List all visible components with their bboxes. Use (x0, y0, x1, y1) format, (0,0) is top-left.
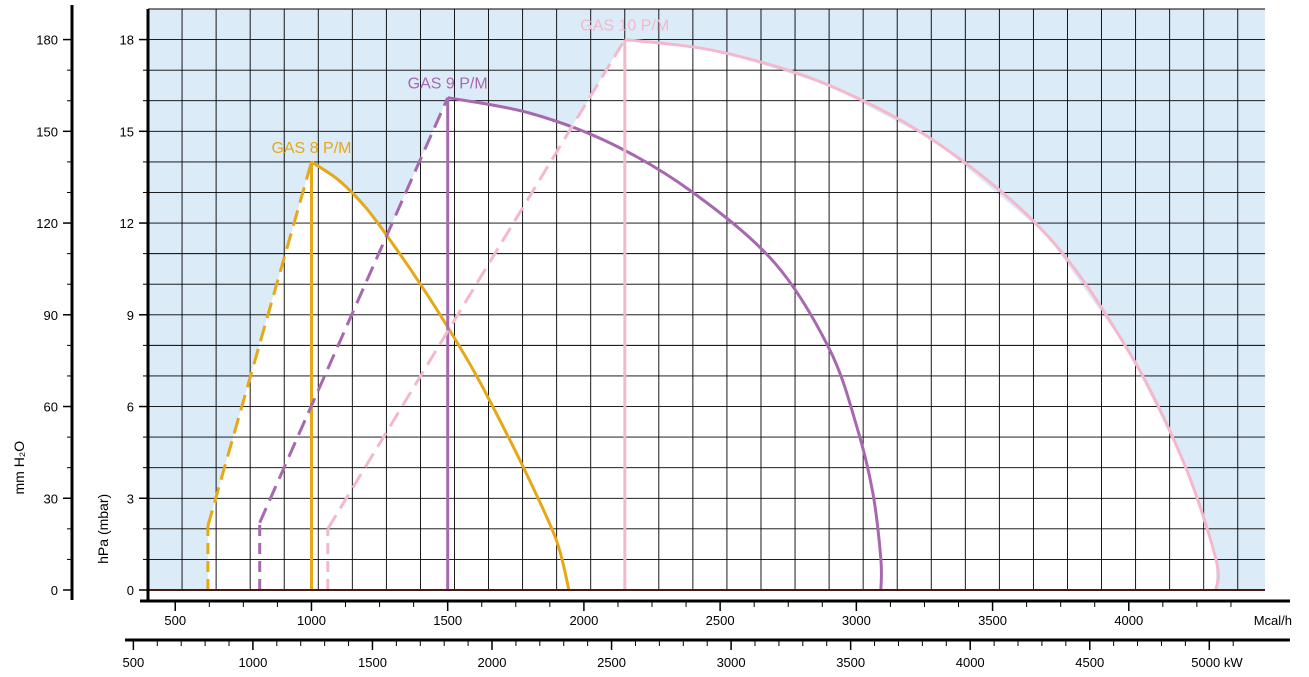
x-axis-kw-tick-label: 5000 kW (1191, 655, 1243, 670)
x-axis-kw-tick-label: 2000 (478, 655, 507, 670)
x-axis-kw-tick-label: 4500 (1075, 655, 1104, 670)
y-axis-mmh2o-tick-label: 60 (44, 400, 58, 415)
y-axis-mmh2o-title: mm H₂O (11, 441, 27, 495)
x-axis-mcal-tick-label: 3000 (842, 613, 871, 628)
x-axis-mcal-tick-label: 3500 (978, 613, 1007, 628)
series-gas-9-p-m (258, 96, 883, 590)
x-axis-kw-tick-label: 500 (123, 655, 145, 670)
y-axis-mmh2o-tick-label: 120 (36, 216, 58, 231)
y-axis-hpa-tick-label: 6 (127, 400, 134, 415)
series-label: GAS 8 P/M (271, 140, 351, 157)
y-axis-mmh2o-tick-label: 0 (51, 583, 58, 598)
y-axis-hpa-tick-label: 12 (120, 216, 134, 231)
y-axis-hpa-tick-label: 9 (127, 308, 134, 323)
operating-curve (624, 38, 1220, 590)
series-gas-10-p-m (326, 38, 1220, 590)
startup-line (258, 97, 450, 524)
x-axis-kw-tick-label: 1500 (358, 655, 387, 670)
y-axis-mmh2o-tick-label: 90 (44, 308, 58, 323)
x-axis-mcal-tick-label: 1500 (433, 613, 462, 628)
x-axis-mcal-tick-label: 2500 (706, 613, 735, 628)
x-axis-mcal-tick-label: 1000 (297, 613, 326, 628)
x-axis-mcal-tick-label: 2000 (569, 613, 598, 628)
x-axis-kw-tick-label: 3000 (717, 655, 746, 670)
y-axis-mmh2o-tick-label: 30 (44, 491, 58, 506)
x-axis-mcal-tick-label: 500 (164, 613, 186, 628)
y-axis-mmh2o-tick-label: 150 (36, 124, 58, 139)
x-axis-mcal-tick-label: 4000 (1114, 613, 1143, 628)
series-label: GAS 10 P/M (580, 18, 669, 35)
x-axis-kw-tick-label: 2500 (597, 655, 626, 670)
x-axis-kw-tick-label: 4000 (956, 655, 985, 670)
x-axis-mcal-title: Mcal/h (1254, 613, 1292, 628)
series-label: GAS 9 P/M (408, 76, 488, 93)
y-axis-hpa-tick-label: 0 (127, 583, 134, 598)
y-axis-hpa-title: hPa (mbar) (95, 494, 111, 564)
x-axis-kw-tick-label: 1000 (238, 655, 267, 670)
y-axis-hpa-tick-label: 18 (120, 33, 134, 48)
y-axis-hpa-tick-label: 15 (120, 124, 134, 139)
operating-curve (447, 96, 883, 590)
y-axis-hpa-tick-label: 3 (127, 491, 134, 506)
y-axis-mmh2o-tick-label: 180 (36, 33, 58, 48)
x-axis-kw-tick-label: 3500 (836, 655, 865, 670)
startup-line (206, 161, 313, 527)
